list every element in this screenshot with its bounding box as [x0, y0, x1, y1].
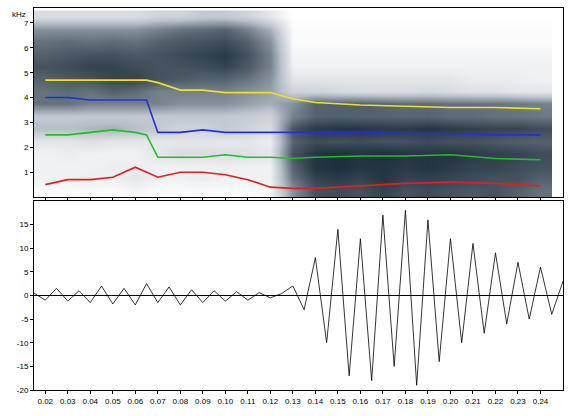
svg-text:0.07: 0.07: [150, 397, 166, 406]
svg-text:-20: -20: [17, 386, 29, 395]
svg-text:0.17: 0.17: [375, 397, 391, 406]
svg-text:3: 3: [24, 118, 29, 127]
svg-text:0.19: 0.19: [420, 397, 436, 406]
svg-text:0.14: 0.14: [308, 397, 324, 406]
svg-text:0.10: 0.10: [218, 397, 234, 406]
svg-text:0.16: 0.16: [353, 397, 369, 406]
svg-text:0: 0: [24, 291, 29, 300]
svg-text:0.24: 0.24: [533, 397, 549, 406]
svg-text:5: 5: [24, 68, 29, 77]
svg-text:-10: -10: [17, 339, 29, 348]
svg-text:0.18: 0.18: [398, 397, 414, 406]
svg-text:0.15: 0.15: [330, 397, 346, 406]
svg-text:0.09: 0.09: [195, 397, 211, 406]
svg-text:0.03: 0.03: [60, 397, 76, 406]
svg-text:4: 4: [24, 93, 29, 102]
svg-text:0.22: 0.22: [488, 397, 504, 406]
svg-text:-15: -15: [17, 362, 29, 371]
svg-text:10: 10: [19, 244, 28, 253]
svg-text:0.12: 0.12: [263, 397, 279, 406]
svg-text:6: 6: [24, 44, 29, 53]
svg-text:0.06: 0.06: [128, 397, 144, 406]
svg-text:5: 5: [24, 268, 29, 277]
svg-text:0.05: 0.05: [105, 397, 121, 406]
svg-text:0.02: 0.02: [37, 397, 53, 406]
svg-text:0.13: 0.13: [285, 397, 301, 406]
svg-text:7: 7: [24, 19, 29, 28]
svg-text:2: 2: [24, 143, 29, 152]
svg-text:0.04: 0.04: [82, 397, 98, 406]
svg-text:0.11: 0.11: [240, 397, 256, 406]
svg-text:-5: -5: [21, 315, 29, 324]
svg-text:kHz: kHz: [12, 10, 26, 19]
svg-text:0.08: 0.08: [173, 397, 189, 406]
svg-text:0.23: 0.23: [510, 397, 526, 406]
svg-text:15: 15: [19, 220, 28, 229]
svg-text:0.21: 0.21: [465, 397, 481, 406]
svg-text:0.20: 0.20: [443, 397, 459, 406]
svg-text:1: 1: [24, 168, 29, 177]
